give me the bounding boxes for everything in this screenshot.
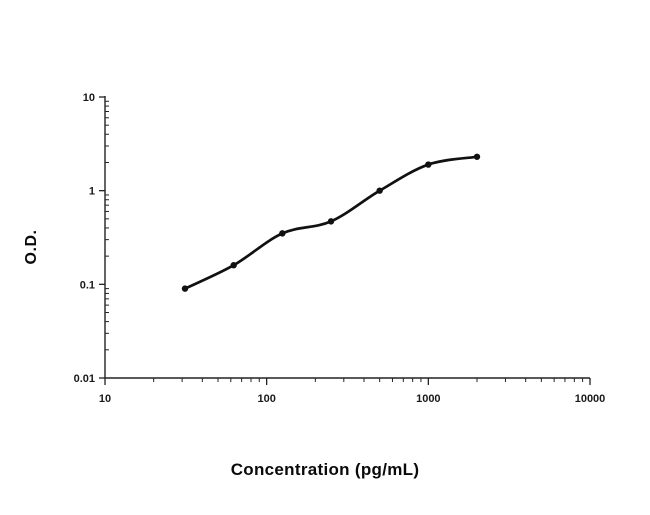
y-tick-label: 0.01 — [74, 373, 95, 385]
x-tick-label: 10000 — [575, 393, 606, 405]
y-axis-title: O.D. — [23, 229, 40, 265]
x-tick-label: 1000 — [416, 393, 440, 405]
data-point — [473, 153, 481, 160]
data-point — [376, 187, 383, 194]
x-tick-label: 10 — [99, 393, 111, 405]
y-tick-label: 10 — [83, 92, 95, 104]
y-tick-label: 0.1 — [80, 279, 95, 291]
data-point — [425, 161, 432, 168]
data-point — [181, 285, 189, 292]
data-point — [279, 230, 286, 237]
y-tick-label: 1 — [89, 186, 95, 198]
x-axis-title: Concentration (pg/mL) — [230, 460, 420, 479]
data-point — [230, 262, 237, 269]
x-tick-label: 100 — [257, 393, 275, 405]
data-point — [327, 218, 335, 225]
